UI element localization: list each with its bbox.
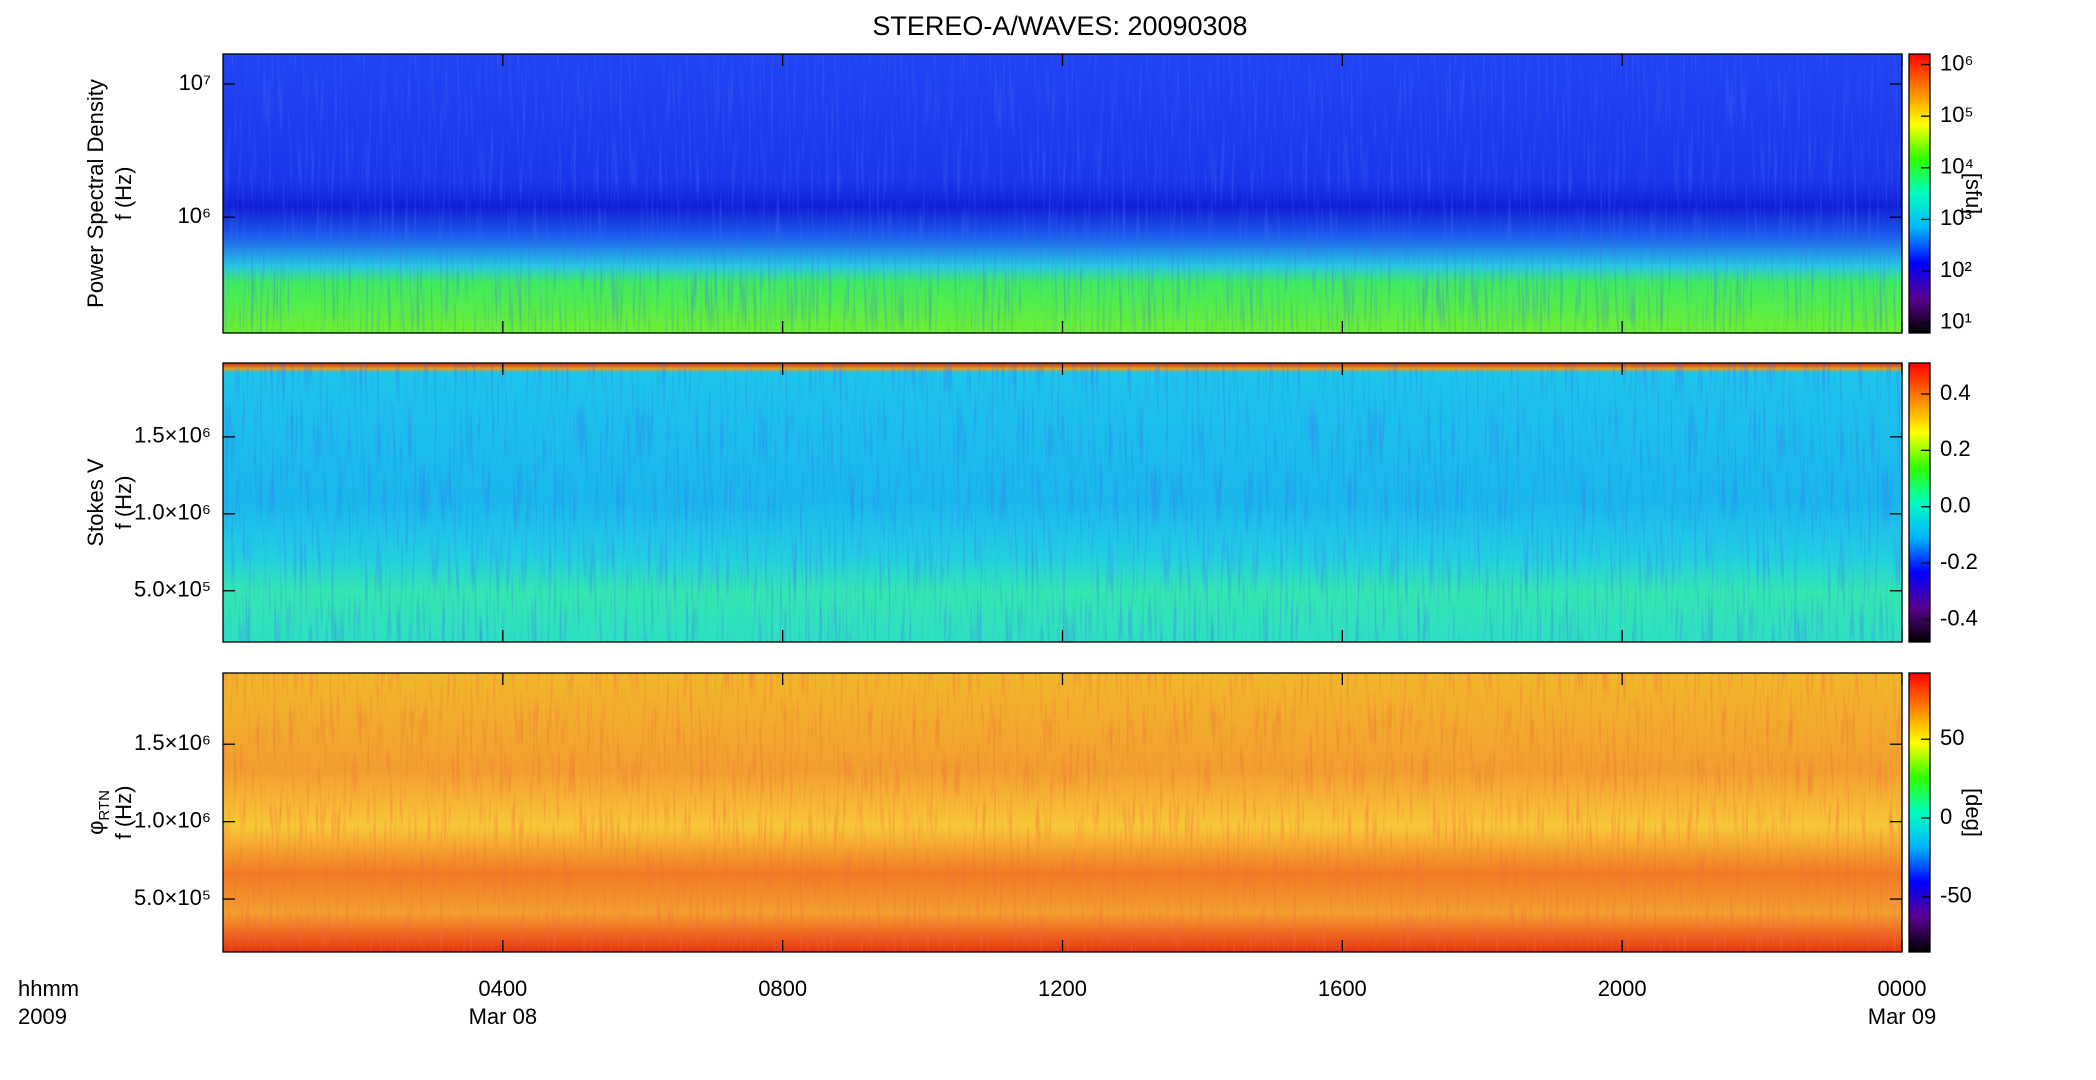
colorbar-tick-label: 10²: [1940, 257, 1972, 282]
x-tick-label: 0400: [478, 976, 527, 1001]
y-axis-quantity-text: Power Spectral Density: [83, 79, 108, 308]
y-tick-label: 10⁷: [179, 70, 211, 95]
colorbar: [1908, 53, 1931, 334]
y-tick-label: 5.0×10⁵: [134, 577, 211, 602]
x-tick-label: 0800: [758, 976, 807, 1001]
x-tick-label: 2000: [1598, 976, 1647, 1001]
x-axis-label-year: 2009: [18, 1004, 67, 1029]
y-axis-quantity-text: φ: [83, 821, 108, 835]
colorbar-tick-label: 50: [1940, 725, 1964, 750]
y-tick-label: 10⁶: [177, 203, 211, 228]
colorbar-label: [sfu]: [1961, 173, 1986, 215]
colorbar-tick-label: -0.4: [1940, 605, 1978, 630]
y-tick-label: 1.0×10⁶: [134, 500, 211, 525]
colorbar-tick-label: -0.2: [1940, 549, 1978, 574]
spectrogram-texture: [223, 363, 1902, 642]
colorbar: [1908, 362, 1931, 643]
y-axis-quantity: Stokes V: [83, 458, 108, 546]
colorbar-tick-label: -50: [1940, 883, 1972, 908]
y-tick-label: 1.0×10⁶: [134, 807, 211, 832]
y-axis-label: f (Hz): [111, 786, 136, 840]
spectrogram-texture: [223, 54, 1902, 333]
y-axis-quantity-subscript: RTN: [96, 790, 113, 821]
colorbar-tick-label: 10³: [1940, 205, 1972, 230]
y-axis-label: f (Hz): [111, 167, 136, 221]
x-tick-label: 1200: [1038, 976, 1087, 1001]
x-axis-label: hhmm: [18, 976, 79, 1001]
y-axis-quantity: φRTN: [83, 790, 113, 835]
y-axis-quantity: Power Spectral Density: [83, 79, 108, 308]
colorbar-tick-label: 0.2: [1940, 436, 1971, 461]
colorbar-tick-label: 10⁵: [1940, 102, 1974, 127]
x-tick-date: Mar 09: [1868, 1004, 1936, 1029]
x-tick-label: 0000: [1878, 976, 1927, 1001]
figure-title: STEREO-A/WAVES: 20090308: [872, 11, 1247, 41]
spectrogram-texture: [223, 673, 1902, 952]
colorbar-tick-label: 10⁴: [1940, 154, 1974, 179]
y-tick-label: 1.5×10⁶: [134, 423, 211, 448]
y-axis-quantity-text: Stokes V: [83, 458, 108, 546]
colorbar-label: [deg]: [1961, 788, 1986, 837]
colorbar-tick-label: 10¹: [1940, 308, 1972, 333]
colorbar-tick-label: 0: [1940, 804, 1952, 829]
colorbar-tick-label: 0.0: [1940, 493, 1971, 518]
colorbar: [1908, 672, 1931, 953]
colorbar-tick-label: 10⁶: [1940, 50, 1974, 75]
y-tick-label: 5.0×10⁵: [134, 885, 211, 910]
x-tick-date: Mar 08: [469, 1004, 537, 1029]
y-axis-label: f (Hz): [111, 476, 136, 530]
y-tick-label: 1.5×10⁶: [134, 730, 211, 755]
x-tick-label: 1600: [1318, 976, 1367, 1001]
colorbar-tick-label: 0.4: [1940, 380, 1971, 405]
